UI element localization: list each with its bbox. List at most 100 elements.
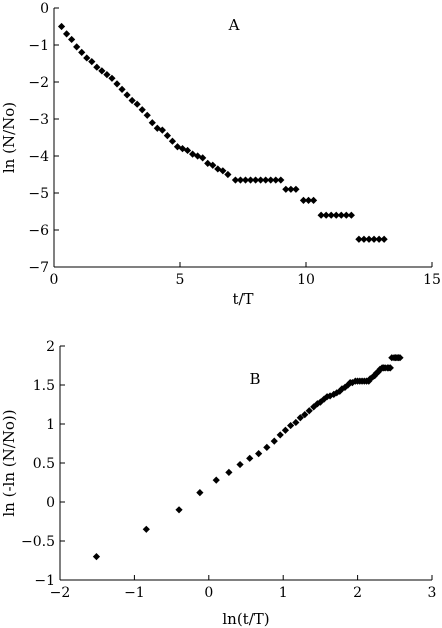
- data-point: [118, 85, 126, 93]
- data-point: [360, 235, 368, 243]
- data-point: [304, 196, 313, 204]
- data-point: [338, 385, 346, 393]
- data-point: [281, 426, 290, 434]
- data-point: [103, 71, 111, 79]
- data-point: [341, 383, 349, 391]
- data-point: [370, 235, 378, 243]
- data-point: [317, 211, 325, 219]
- data-point: [365, 377, 373, 385]
- data-point: [292, 418, 300, 427]
- y-tick-label: 0: [40, 1, 49, 17]
- data-point: [257, 176, 265, 184]
- data-point: [282, 185, 290, 193]
- data-point: [143, 111, 151, 119]
- data-point: [138, 106, 146, 114]
- y-tick-label: 1.5: [33, 378, 55, 394]
- data-point: [342, 211, 350, 219]
- y-tick-label: 0: [46, 495, 55, 511]
- x-axis-label: t/T: [232, 290, 253, 308]
- x-tick-label: −1: [124, 585, 145, 601]
- data-point: [246, 176, 255, 184]
- data-point: [225, 468, 233, 476]
- panel-letter: B: [249, 370, 260, 388]
- data-point: [212, 476, 220, 484]
- data-point: [287, 421, 295, 430]
- chart-panel-a: 0 5 10 15 0 −1 −2 −3 −4 −5 −6 −7 At/T ln (N/No): [0, 1, 441, 308]
- data-point: [287, 185, 295, 193]
- x-tick-label: 0: [204, 585, 213, 601]
- data-point: [78, 48, 86, 56]
- data-point: [396, 354, 404, 362]
- data-point: [57, 22, 66, 31]
- data-point: [347, 211, 355, 219]
- data-point: [168, 137, 177, 145]
- data-point: [133, 100, 141, 108]
- y-tick-label: −1: [28, 38, 49, 54]
- data-point: [296, 414, 304, 422]
- data-point: [263, 443, 271, 451]
- data-point: [236, 460, 244, 469]
- data-point: [336, 387, 344, 395]
- data-point: [183, 146, 192, 155]
- x-tick-label: −2: [50, 585, 71, 601]
- data-point: [292, 185, 300, 193]
- data-point: [376, 365, 384, 373]
- data-point: [128, 96, 136, 105]
- data-point: [108, 74, 116, 82]
- x-axis-label: ln(t/T): [222, 610, 269, 628]
- data-point: [305, 407, 313, 415]
- data-point: [246, 454, 254, 462]
- y-tick-label: −2: [28, 75, 49, 91]
- data-point: [93, 63, 101, 71]
- data-point: [196, 489, 204, 497]
- data-point: [163, 132, 171, 140]
- y-axis-label: ln (-ln (N/No)): [0, 409, 18, 516]
- x-tick-label: 3: [428, 585, 437, 601]
- data-point: [113, 80, 121, 88]
- x-tick-label: 1: [279, 585, 288, 601]
- data-point: [262, 176, 270, 184]
- y-tick-label: 0.5: [33, 456, 55, 472]
- data-point: [98, 67, 106, 75]
- data-point: [313, 400, 322, 408]
- data-point: [92, 553, 101, 561]
- data-point: [301, 411, 309, 419]
- data-point: [241, 176, 250, 184]
- data-point: [316, 398, 324, 406]
- data-point: [175, 506, 183, 514]
- data-point: [277, 176, 285, 184]
- data-point: [252, 176, 260, 184]
- x-tick-label: 5: [176, 272, 185, 288]
- y-tick-label: −0.5: [21, 534, 55, 550]
- data-point: [88, 58, 96, 66]
- data-point: [332, 211, 340, 219]
- y-tick-label: −1: [34, 573, 55, 589]
- data-point: [386, 364, 394, 372]
- data-point: [199, 154, 207, 162]
- y-tick-label: 2: [46, 339, 55, 355]
- data-point: [148, 119, 156, 127]
- data-point: [219, 167, 227, 175]
- data-point: [255, 450, 263, 458]
- x-tick-label: 15: [423, 272, 441, 288]
- data-point: [299, 196, 308, 204]
- y-axis-label: ln (N/No): [0, 102, 18, 173]
- data-point: [326, 392, 334, 400]
- x-tick-label: 2: [353, 585, 362, 601]
- data-point: [355, 235, 363, 243]
- data-point: [123, 91, 131, 99]
- panel-letter: A: [228, 16, 240, 34]
- x-tick-label: 10: [297, 272, 315, 288]
- data-point: [327, 211, 335, 219]
- data-point: [83, 54, 91, 62]
- data-point: [322, 211, 330, 219]
- y-tick-label: −7: [28, 260, 49, 276]
- data-point: [276, 431, 284, 439]
- data-point: [209, 161, 217, 169]
- data-point: [68, 35, 76, 44]
- y-tick-label: 1: [46, 417, 55, 433]
- data-point: [380, 235, 388, 243]
- y-tick-label: −5: [28, 186, 49, 202]
